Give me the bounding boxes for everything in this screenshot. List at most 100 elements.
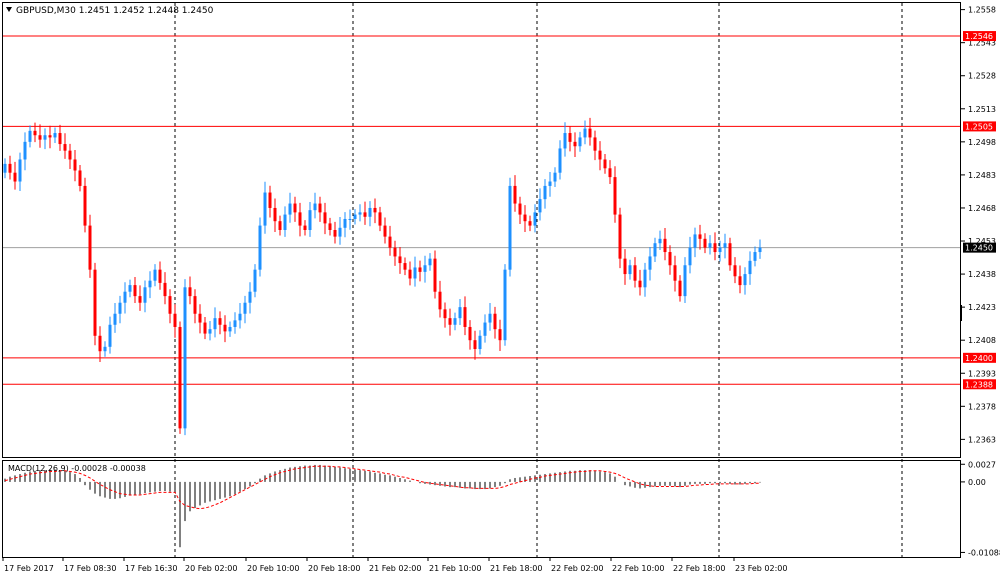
candle-body bbox=[338, 227, 342, 237]
candle-body bbox=[328, 223, 332, 230]
candle-body bbox=[483, 322, 487, 336]
candle-body bbox=[293, 203, 297, 213]
candle-body bbox=[383, 225, 387, 237]
candle-body bbox=[318, 203, 322, 213]
candle-body bbox=[438, 291, 442, 310]
candle-body bbox=[448, 318, 452, 325]
price-tick-label: 1.2393 bbox=[968, 369, 996, 378]
macd-header: MACD(12,26,9) -0.00028 -0.00038 bbox=[8, 464, 146, 473]
candle-body bbox=[93, 269, 97, 336]
candle-body bbox=[48, 135, 52, 138]
time-tick-label: 22 Feb 18:00 bbox=[673, 564, 725, 573]
candle-body bbox=[453, 318, 457, 325]
candle-body bbox=[393, 247, 397, 257]
candle-body bbox=[518, 203, 522, 215]
candle-body bbox=[713, 243, 717, 253]
candle-body bbox=[743, 274, 747, 286]
time-axis: 17 Feb 2017 17 Feb 08:30 17 Feb 16:30 20 Fe… bbox=[2, 557, 787, 573]
time-tick-label: 20 Feb 10:00 bbox=[247, 564, 299, 573]
time-tick-label: 21 Feb 10:00 bbox=[429, 564, 481, 573]
candle-body bbox=[358, 212, 362, 215]
candle-body bbox=[173, 313, 177, 327]
candle-body bbox=[588, 128, 592, 138]
price-tick-label: 1.2363 bbox=[968, 435, 996, 444]
candle-body bbox=[28, 130, 32, 142]
time-tick-label: 23 Feb 02:00 bbox=[735, 564, 787, 573]
candle-body bbox=[108, 324, 112, 347]
candle-body bbox=[3, 163, 7, 173]
candle-body bbox=[498, 329, 502, 341]
price-tick-label: 1.2453 bbox=[968, 237, 996, 246]
candle-body bbox=[548, 181, 552, 186]
candle-body bbox=[388, 236, 392, 248]
candle-body bbox=[623, 258, 627, 275]
candle-body bbox=[8, 163, 12, 173]
candle-body bbox=[733, 265, 737, 277]
candle-body bbox=[283, 214, 287, 230]
candle-body bbox=[353, 214, 357, 219]
day-separators bbox=[174, 3, 903, 557]
level-tag-label: 1.2546 bbox=[965, 32, 993, 41]
candle-body bbox=[143, 287, 147, 303]
macd-axis: 0.0027 0.00 -0.01088 bbox=[961, 460, 1000, 557]
candle-body bbox=[63, 144, 67, 151]
price-axis: 1.2558 1.2543 1.2528 1.2513 1.2498 1.2483 1.24… bbox=[961, 6, 996, 444]
candle-body bbox=[268, 192, 272, 208]
macd-tick-label: 0.0027 bbox=[968, 460, 996, 469]
candle-body bbox=[368, 207, 372, 217]
candle-body bbox=[163, 282, 167, 297]
candle-body bbox=[313, 203, 317, 211]
candle-body bbox=[58, 133, 62, 145]
price-tick-label: 1.2423 bbox=[968, 303, 996, 312]
candle-body bbox=[113, 313, 117, 325]
candle-body bbox=[458, 307, 462, 319]
candle-body bbox=[323, 212, 327, 224]
time-tick-label: 21 Feb 18:00 bbox=[490, 564, 542, 573]
candle-body bbox=[668, 252, 672, 266]
candle-body bbox=[158, 269, 162, 283]
candle-body bbox=[88, 225, 92, 270]
candle-body bbox=[643, 269, 647, 288]
macd-histogram bbox=[4, 464, 761, 548]
candle-body bbox=[663, 238, 667, 253]
level-tag-label: 1.2505 bbox=[965, 122, 993, 131]
price-tick-label: 1.2483 bbox=[968, 171, 996, 180]
candle-body bbox=[263, 192, 267, 226]
candle-body bbox=[198, 313, 202, 323]
macd-frame bbox=[2, 460, 961, 558]
triangle-down-icon[interactable] bbox=[6, 7, 12, 12]
candle-body bbox=[288, 203, 292, 215]
candle-body bbox=[688, 247, 692, 266]
candle-body bbox=[23, 141, 27, 160]
candle-body bbox=[13, 172, 17, 182]
level-tag-label: 1.2400 bbox=[965, 354, 993, 363]
candle-body bbox=[83, 185, 87, 226]
candle-body bbox=[303, 225, 307, 230]
candle-body bbox=[38, 135, 42, 140]
candle-body bbox=[273, 207, 277, 222]
candle-body bbox=[253, 269, 257, 292]
time-tick-label: 17 Feb 08:30 bbox=[64, 564, 116, 573]
price-tick-label: 1.2498 bbox=[968, 138, 996, 147]
candle-body bbox=[703, 238, 707, 248]
candle-body bbox=[593, 137, 597, 151]
candle-body bbox=[73, 159, 77, 171]
candle-body bbox=[343, 218, 347, 228]
candle-body bbox=[603, 159, 607, 169]
candle-body bbox=[528, 221, 532, 226]
candle-body bbox=[168, 296, 172, 314]
price-tick-label: 1.2468 bbox=[968, 204, 996, 213]
candle-body bbox=[413, 267, 417, 279]
candle-body bbox=[533, 212, 537, 226]
candle-body bbox=[628, 265, 632, 275]
candle-body bbox=[598, 150, 602, 160]
candle-body bbox=[563, 133, 567, 149]
candle-body bbox=[243, 302, 247, 314]
candle-body bbox=[133, 285, 137, 297]
candle-body bbox=[213, 318, 217, 330]
candle-body bbox=[728, 243, 732, 266]
candle-body bbox=[148, 280, 152, 288]
candle-body bbox=[363, 212, 367, 217]
